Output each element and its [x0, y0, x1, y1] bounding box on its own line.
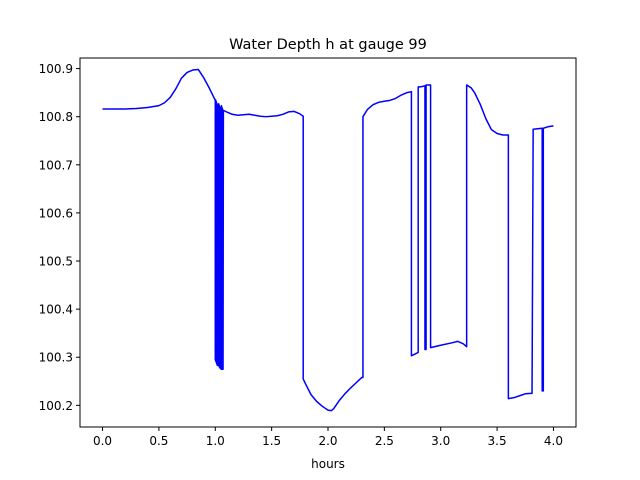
- y-tick-label: 100.5: [39, 255, 73, 269]
- x-axis-ticks: 0.0 0.5 1.0 1.5 2.0 2.5 3.0 3.5 4.0: [93, 427, 563, 448]
- y-tick-label: 100.2: [39, 399, 73, 413]
- series-line-0: [102, 68, 554, 412]
- x-tick-label: 1.5: [262, 434, 281, 448]
- x-axis-label: hours: [311, 457, 345, 471]
- y-axis-ticks: 100.2 100.3 100.4 100.5 100.6 100.7 100.8 100.9: [39, 62, 80, 413]
- y-tick-label: 100.9: [39, 62, 73, 76]
- x-tick-label: 2.5: [375, 434, 394, 448]
- y-tick-label: 100.7: [39, 158, 73, 172]
- x-tick-label: 4.0: [544, 434, 563, 448]
- x-tick-label: 0.5: [149, 434, 168, 448]
- x-tick-label: 1.0: [206, 434, 225, 448]
- x-tick-label: 3.5: [488, 434, 507, 448]
- y-tick-label: 100.3: [39, 351, 73, 365]
- x-tick-label: 0.0: [93, 434, 112, 448]
- y-tick-label: 100.4: [39, 303, 73, 317]
- y-tick-label: 100.8: [39, 110, 73, 124]
- chart-title: Water Depth h at gauge 99: [229, 37, 427, 53]
- x-tick-label: 3.0: [431, 434, 450, 448]
- y-tick-label: 100.6: [39, 206, 73, 220]
- x-tick-label: 2.0: [318, 434, 337, 448]
